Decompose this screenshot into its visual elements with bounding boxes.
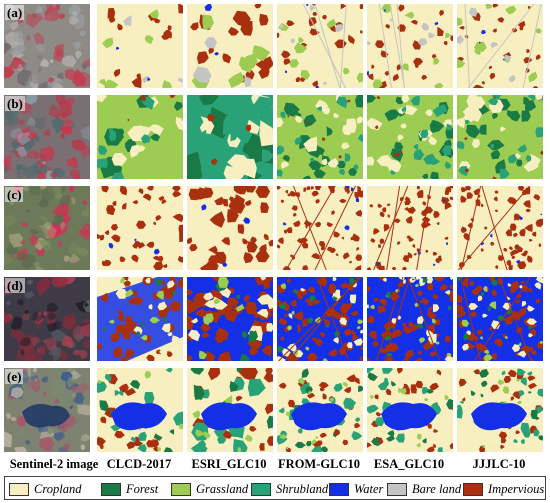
legend-swatch <box>329 482 349 496</box>
legend-item-shrubland: Shrubland <box>251 481 328 497</box>
satellite-image: (c) <box>4 186 90 270</box>
legend-swatch <box>387 482 407 496</box>
legend-item-bare-land: Bare land <box>387 481 461 497</box>
land-cover-map <box>97 186 183 270</box>
land-cover-map <box>457 277 543 361</box>
land-cover-map <box>457 95 543 179</box>
comparison-grid: (a) (b) (c) (d) (e) <box>4 4 546 452</box>
legend-swatch <box>251 482 271 496</box>
col-header-esri: ESRI_GLC10 <box>191 457 267 471</box>
row-label: (a) <box>5 5 25 20</box>
legend-swatch <box>9 482 29 496</box>
land-cover-map <box>367 95 453 179</box>
row-label: (b) <box>5 96 25 111</box>
land-cover-map <box>367 186 453 270</box>
land-cover-map <box>187 277 273 361</box>
land-cover-map <box>457 368 543 452</box>
land-cover-map <box>457 186 543 270</box>
land-cover-map <box>97 277 183 361</box>
col-header-sentinel: Sentinel-2 image <box>9 457 99 471</box>
land-cover-map <box>97 368 183 452</box>
land-cover-map <box>187 95 273 179</box>
legend: Cropland Forest Grassland Shrubland Wate… <box>4 476 546 500</box>
land-cover-map <box>97 4 183 88</box>
satellite-image: (b) <box>4 95 90 179</box>
row-label: (e) <box>5 369 24 384</box>
land-cover-map <box>187 368 273 452</box>
col-header-clcd: CLCD-2017 <box>106 457 172 471</box>
col-header-jjjlc: JJJLC-10 <box>472 457 526 471</box>
land-cover-map <box>277 4 363 88</box>
satellite-image: (e) <box>4 368 90 452</box>
row-label: (d) <box>5 278 25 293</box>
land-cover-map <box>457 4 543 88</box>
legend-swatch <box>101 482 121 496</box>
legend-item-water: Water <box>329 481 383 497</box>
land-cover-map <box>187 4 273 88</box>
legend-item-forest: Forest <box>101 481 158 497</box>
land-cover-map <box>367 368 453 452</box>
legend-item-cropland: Cropland <box>9 481 81 497</box>
land-cover-map <box>97 95 183 179</box>
land-cover-map <box>277 186 363 270</box>
satellite-image: (a) <box>4 4 90 88</box>
legend-item-impervious: Impervious <box>463 481 544 497</box>
legend-item-grassland: Grassland <box>171 481 248 497</box>
legend-swatch <box>463 482 483 496</box>
land-cover-map <box>367 277 453 361</box>
land-cover-map <box>277 368 363 452</box>
col-header-from: FROM-GLC10 <box>278 457 360 471</box>
land-cover-map <box>277 277 363 361</box>
satellite-image: (d) <box>4 277 90 361</box>
land-cover-map <box>277 95 363 179</box>
legend-swatch <box>171 482 191 496</box>
row-label: (c) <box>5 187 24 202</box>
col-header-esa: ESA_GLC10 <box>373 457 445 471</box>
land-cover-map <box>367 4 453 88</box>
land-cover-map <box>187 186 273 270</box>
